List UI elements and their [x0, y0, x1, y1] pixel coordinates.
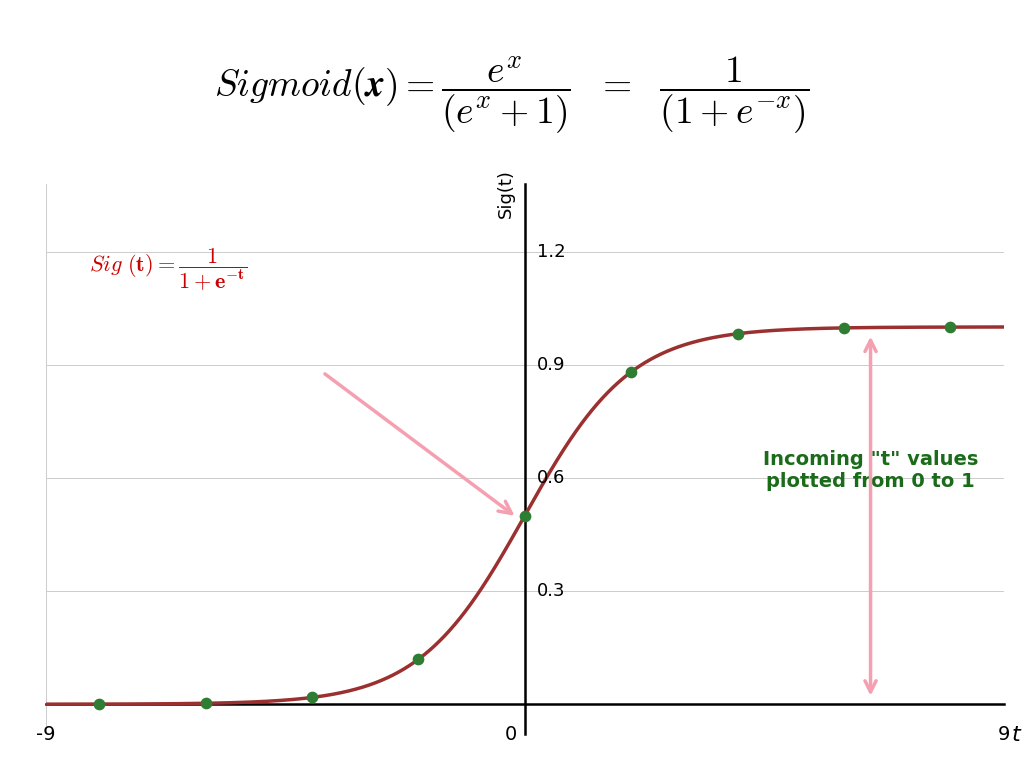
Text: Incoming "t" values
plotted from 0 to 1: Incoming "t" values plotted from 0 to 1	[763, 450, 978, 491]
Text: 0.6: 0.6	[537, 469, 565, 487]
Point	[198, 697, 214, 709]
Point	[517, 509, 534, 522]
Text: Sig(t): Sig(t)	[498, 168, 515, 217]
Text: $\boldsymbol{\mathit{Sigmoid}(x) =\dfrac{e^x}{(e^x+1)}\ \ =\ \ \dfrac{1}{(1+e^{-: $\boldsymbol{\mathit{Sigmoid}(x) =\dfrac…	[214, 55, 810, 136]
Point	[411, 653, 427, 666]
Text: t: t	[1012, 725, 1020, 745]
Text: 0.3: 0.3	[537, 582, 565, 600]
Point	[304, 692, 321, 704]
Point	[836, 322, 852, 334]
Point	[729, 327, 745, 340]
Text: 0: 0	[505, 725, 517, 744]
Text: $\mathbf{\mathit{Sig}\ (t) = \dfrac{1}{1 + e^{-t}}}$: $\mathbf{\mathit{Sig}\ (t) = \dfrac{1}{1…	[89, 247, 247, 294]
Point	[623, 366, 639, 378]
Text: 0.9: 0.9	[537, 356, 565, 373]
Text: -9: -9	[36, 725, 56, 744]
Point	[91, 698, 108, 710]
Point	[942, 321, 958, 334]
Text: 9: 9	[997, 725, 1010, 744]
Text: 1.2: 1.2	[537, 243, 565, 261]
